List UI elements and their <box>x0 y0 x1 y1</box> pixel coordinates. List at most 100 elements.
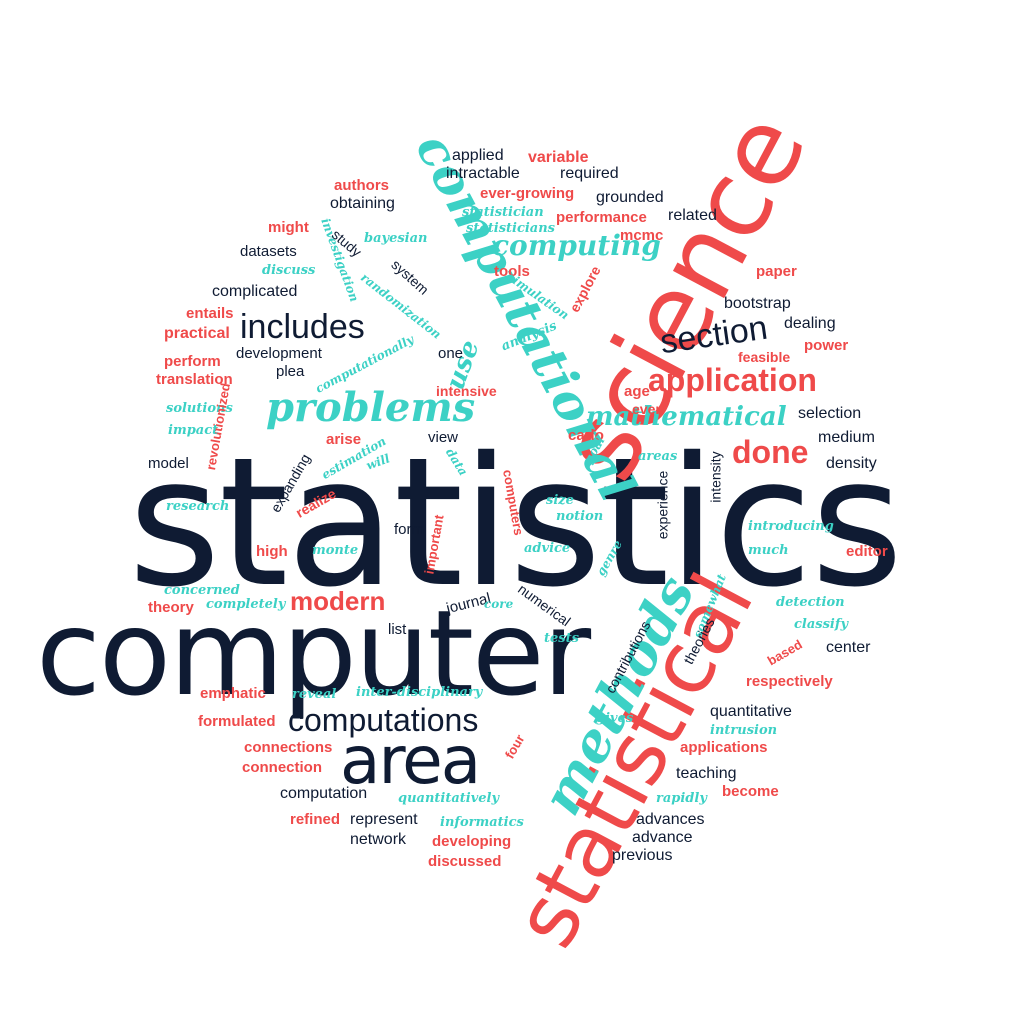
word-obtaining: obtaining <box>330 195 395 212</box>
word-core: core <box>484 597 514 611</box>
word-grounded: grounded <box>596 189 664 206</box>
word-detection: detection <box>776 595 845 610</box>
word-statisticians: statisticians <box>466 221 556 236</box>
word-arise: arise <box>326 431 362 448</box>
word-notion: notion <box>556 509 604 524</box>
word-computer: computer <box>36 584 591 722</box>
word-related: related <box>668 207 717 224</box>
word-much: much <box>748 543 789 558</box>
word-statistician: statistician <box>462 205 544 220</box>
word-advance: advance <box>632 829 693 846</box>
word-connection: connection <box>242 759 323 776</box>
word-applications: applications <box>680 739 768 756</box>
word-gives: gives <box>596 711 634 726</box>
word-statistics: statistics <box>128 419 903 626</box>
word-variable: variable <box>528 149 589 166</box>
word-application: application <box>648 362 817 398</box>
word-complicated: complicated <box>212 283 298 300</box>
word-perform: perform <box>164 353 221 370</box>
word-monte: monte <box>312 543 359 558</box>
word-informatics: informatics <box>440 815 524 830</box>
word-form: form <box>394 521 424 538</box>
word-center: center <box>826 639 871 656</box>
word-experience: experience <box>654 470 671 540</box>
word-ever-growing: ever-growing <box>480 185 575 202</box>
word-respectively: respectively <box>746 673 833 690</box>
word-previous: previous <box>612 847 673 864</box>
word-might: might <box>268 219 309 236</box>
word-formulated: formulated <box>198 713 276 730</box>
word-rapidly: rapidly <box>656 791 707 806</box>
word-one: one <box>438 345 464 362</box>
word-refined: refined <box>290 811 341 828</box>
word-represent: represent <box>350 811 418 828</box>
word-computation: computation <box>280 785 368 802</box>
word-introducing: introducing <box>748 519 834 534</box>
word-system: system <box>388 256 433 298</box>
word-intensity: intensity <box>707 451 724 503</box>
word-dealing: dealing <box>784 315 836 332</box>
word-solutions: solutions <box>166 401 233 416</box>
word-randomization: randomization <box>358 270 444 342</box>
word-discuss: discuss <box>262 263 316 278</box>
word-mathematical: mathematical <box>586 402 787 432</box>
word-four: four <box>501 731 528 762</box>
word-feasible: feasible <box>738 349 791 365</box>
word-computing: computing <box>492 229 661 262</box>
word-quantitatively: quantitatively <box>398 791 500 806</box>
word-connections: connections <box>244 739 333 756</box>
word-developing: developing <box>432 833 512 850</box>
word-required: required <box>560 165 619 182</box>
word-tests: tests <box>544 631 579 646</box>
word-research: research <box>166 499 230 514</box>
word-theory: theory <box>148 599 194 616</box>
word-problems: problems <box>266 384 476 431</box>
word-editor: editor <box>846 543 888 560</box>
word-list: list <box>388 621 407 638</box>
word-translation: translation <box>156 371 233 388</box>
word-network: network <box>350 831 407 848</box>
word-view: view <box>428 429 459 446</box>
word-based: based <box>764 636 805 669</box>
word-become: become <box>722 783 779 800</box>
word-density: density <box>826 455 877 472</box>
word-inter-disciplinary: inter-disciplinary <box>356 685 483 700</box>
word-medium: medium <box>818 429 875 446</box>
word-done: done <box>732 434 809 470</box>
word-teaching: teaching <box>676 765 737 782</box>
word-discussed: discussed <box>428 853 502 870</box>
word-size: size <box>546 493 574 508</box>
word-tools: tools <box>494 263 530 280</box>
word-includes: includes <box>240 308 365 346</box>
word-carlo: carlo <box>568 427 604 444</box>
word-intractable: intractable <box>446 165 520 182</box>
word-bayesian: bayesian <box>364 231 428 246</box>
word-area: area <box>340 722 481 799</box>
word-datasets: datasets <box>240 243 297 260</box>
word-performance: performance <box>556 209 647 226</box>
word-advances: advances <box>636 811 705 828</box>
word-plea: plea <box>276 363 305 380</box>
word-completely: completely <box>206 597 286 612</box>
word-selection: selection <box>798 405 862 422</box>
word-concerned: concerned <box>164 583 240 598</box>
word-mcmc: mcmc <box>620 227 664 244</box>
word-quantitative: quantitative <box>710 703 792 720</box>
word-high: high <box>256 543 288 560</box>
word-classify: classify <box>794 617 848 632</box>
word-emphatic: emphatic <box>200 685 266 702</box>
word-modern: modern <box>290 586 386 616</box>
word-development: development <box>236 345 322 362</box>
word-power: power <box>804 337 849 354</box>
word-explore: explore <box>566 263 604 315</box>
word-reveal: reveal <box>292 687 337 702</box>
word-areas: areas <box>638 449 678 464</box>
word-even: even <box>632 401 664 417</box>
word-impact: impact <box>168 423 219 438</box>
word-advice: advice <box>524 541 571 556</box>
word-computations: computations <box>288 702 479 738</box>
word-model: model <box>148 455 189 472</box>
word-paper: paper <box>756 263 797 280</box>
word-bootstrap: bootstrap <box>724 295 791 312</box>
